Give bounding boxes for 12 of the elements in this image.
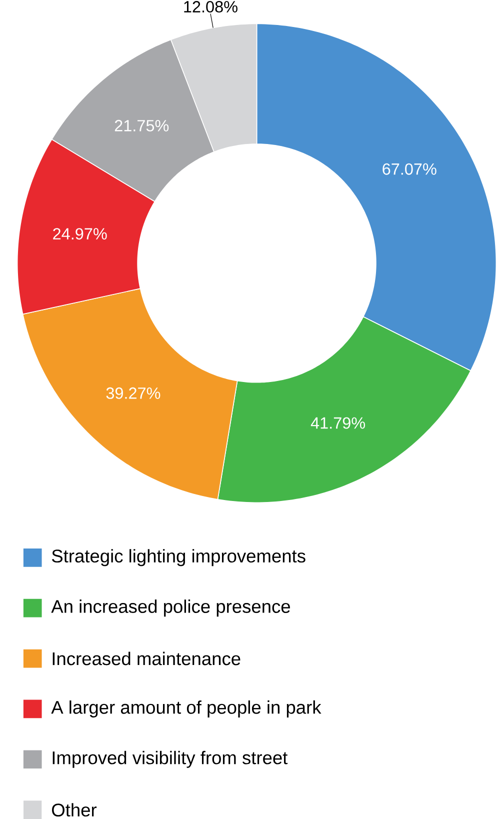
data-label: 21.75% [115,120,169,132]
legend-label: Strategic lighting improvements [52,549,306,566]
data-label: 39.27% [106,387,160,399]
data-label: 41.79% [311,417,366,429]
data-label: 24.97% [53,228,108,240]
data-label: 12.08% [184,1,238,13]
legend-label: Other [52,803,97,817]
data-label: 67.07% [382,163,437,175]
legend-label: A larger amount of people in park [51,700,322,718]
legend-label: An increased police presence [51,600,290,617]
legend-label: Improved visibility from street [53,750,288,768]
legend-label: Increased maintenance [53,652,240,666]
